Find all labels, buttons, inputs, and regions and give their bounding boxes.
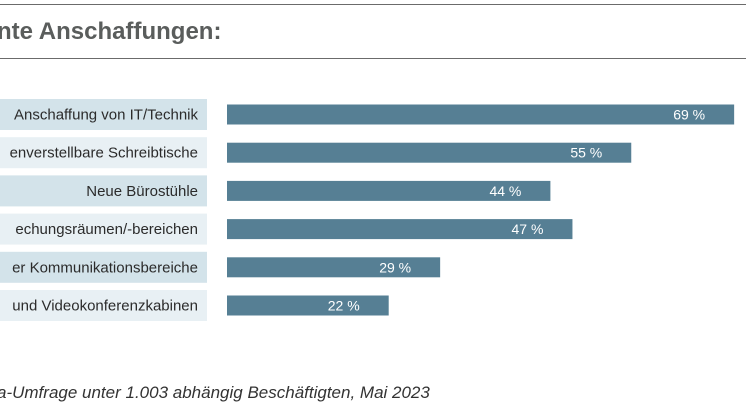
bar (227, 180, 551, 201)
chart-title: nte Anschaffungen: (0, 18, 222, 45)
category-label: und Videokonferenzkabinen (12, 298, 198, 315)
category-label-band (0, 290, 207, 321)
category-label: echungsräumen/-bereichen (15, 221, 198, 238)
bar-value-label: 44 % (489, 183, 521, 199)
category-label-band (0, 251, 207, 283)
bar (227, 219, 573, 240)
category-label-band (0, 99, 207, 130)
bar (227, 104, 735, 125)
category-label-band (0, 213, 207, 245)
category-label: er Kommunikationsbereiche (12, 259, 198, 276)
bar-value-label: 55 % (570, 145, 602, 161)
bar-value-label: 29 % (379, 259, 411, 275)
category-label: Anschaffung von IT/Technik (14, 107, 198, 124)
bar (227, 295, 389, 316)
category-label-band (0, 175, 207, 207)
bar (227, 142, 632, 163)
category-label: Neue Bürostühle (86, 183, 198, 200)
bar-value-label: 47 % (512, 221, 544, 237)
source-note: a-Umfrage unter 1.003 abhängig Beschäfti… (0, 383, 430, 402)
bar-value-label: 22 % (328, 298, 360, 314)
top-rule (0, 4, 746, 5)
category-label-band (0, 137, 207, 169)
bar (227, 257, 441, 278)
title-rule (0, 58, 746, 59)
category-label: enverstellbare Schreibtische (10, 145, 198, 162)
bar-value-label: 69 % (673, 107, 705, 123)
